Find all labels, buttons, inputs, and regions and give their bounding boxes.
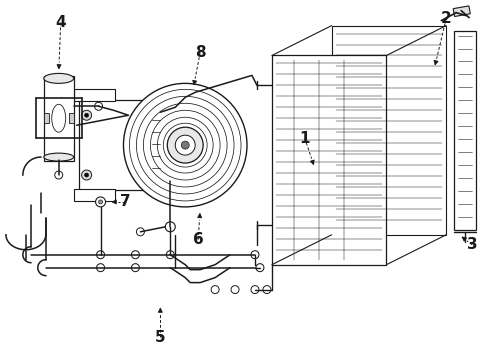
Circle shape xyxy=(85,113,89,117)
Circle shape xyxy=(211,285,219,293)
Circle shape xyxy=(251,285,259,293)
Circle shape xyxy=(136,228,145,236)
Circle shape xyxy=(166,251,174,259)
Bar xyxy=(74,189,115,201)
Circle shape xyxy=(97,251,104,259)
Circle shape xyxy=(95,102,102,110)
Circle shape xyxy=(82,110,92,120)
Polygon shape xyxy=(454,31,476,230)
Ellipse shape xyxy=(44,153,74,161)
Circle shape xyxy=(82,170,92,180)
Circle shape xyxy=(131,264,140,272)
Circle shape xyxy=(256,264,264,272)
Circle shape xyxy=(98,200,102,204)
Circle shape xyxy=(251,251,259,259)
Bar xyxy=(453,6,470,17)
Circle shape xyxy=(231,285,239,293)
Circle shape xyxy=(85,173,89,177)
Bar xyxy=(69,113,74,123)
Ellipse shape xyxy=(44,73,74,84)
Polygon shape xyxy=(272,55,387,265)
Circle shape xyxy=(96,197,105,207)
Circle shape xyxy=(263,285,271,293)
Circle shape xyxy=(167,127,203,163)
Circle shape xyxy=(123,84,247,207)
Polygon shape xyxy=(332,26,446,235)
Circle shape xyxy=(175,135,195,155)
Circle shape xyxy=(162,113,164,115)
Text: 5: 5 xyxy=(155,330,166,345)
Text: 6: 6 xyxy=(193,232,203,247)
Text: 4: 4 xyxy=(55,15,66,30)
Circle shape xyxy=(166,113,168,115)
Circle shape xyxy=(160,109,162,111)
Circle shape xyxy=(166,106,168,108)
Text: 3: 3 xyxy=(467,237,477,252)
Bar xyxy=(74,89,115,101)
Circle shape xyxy=(97,264,104,272)
Circle shape xyxy=(165,222,175,232)
Text: 2: 2 xyxy=(441,11,452,26)
Text: 7: 7 xyxy=(120,194,131,210)
Bar xyxy=(44,113,49,123)
Circle shape xyxy=(181,141,189,149)
Bar xyxy=(44,76,74,161)
Circle shape xyxy=(162,106,164,108)
Text: 8: 8 xyxy=(195,45,205,60)
Text: 1: 1 xyxy=(299,131,310,146)
Ellipse shape xyxy=(52,104,66,132)
Polygon shape xyxy=(78,100,160,190)
Circle shape xyxy=(55,171,63,179)
Circle shape xyxy=(168,109,171,111)
Circle shape xyxy=(159,104,171,116)
Circle shape xyxy=(131,251,140,259)
